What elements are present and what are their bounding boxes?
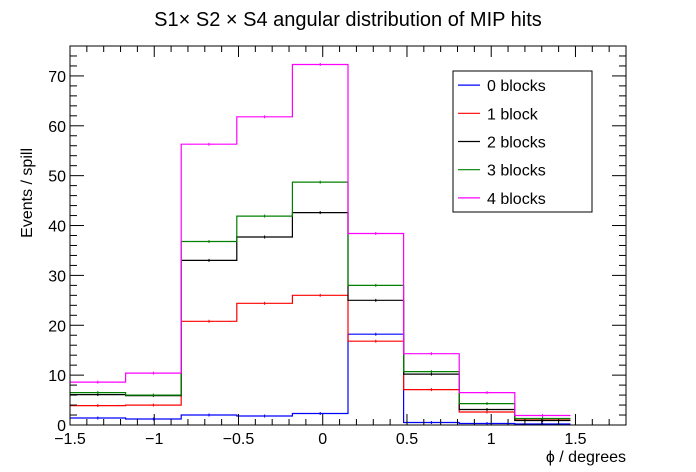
- y-tick-label: 20: [48, 318, 66, 335]
- legend-label: 4 blocks: [487, 191, 546, 208]
- x-tick-label: −1.5: [54, 431, 86, 448]
- y-tick-label: 60: [48, 119, 66, 136]
- y-tick-label: 0: [57, 418, 66, 435]
- y-tick-label: 40: [48, 219, 66, 236]
- y-axis-label: Events / spill: [19, 148, 36, 238]
- plot-area: [70, 62, 571, 426]
- y-tick-label: 30: [48, 268, 66, 285]
- legend-label: 2 blocks: [487, 135, 546, 152]
- chart-title: S1× S2 × S4 angular distribution of MIP …: [154, 9, 542, 31]
- x-tick-label: 0.5: [396, 431, 418, 448]
- legend-label: 1 block: [487, 106, 539, 123]
- x-tick-label: 1.5: [564, 431, 586, 448]
- legend-label: 0 blocks: [487, 78, 546, 95]
- y-tick-label: 70: [48, 69, 66, 86]
- y-tick-label: 10: [48, 368, 66, 385]
- legend: 0 blocks 1 block 2 blocks 3 blocks 4 blocks: [452, 70, 593, 213]
- x-tick-label: −0.5: [223, 431, 255, 448]
- x-tick-label: −1: [145, 431, 163, 448]
- x-axis-label: ϕ / degrees: [546, 449, 626, 466]
- y-tick-label: 50: [48, 169, 66, 186]
- legend-label: 3 blocks: [487, 163, 546, 180]
- x-tick-label: 0: [318, 431, 327, 448]
- axes: −1.5 −1 −0.5 0 0.5 1 1.5 0 10 20 30 40 50 60 70: [48, 45, 627, 448]
- x-tick-label: 1: [487, 431, 496, 448]
